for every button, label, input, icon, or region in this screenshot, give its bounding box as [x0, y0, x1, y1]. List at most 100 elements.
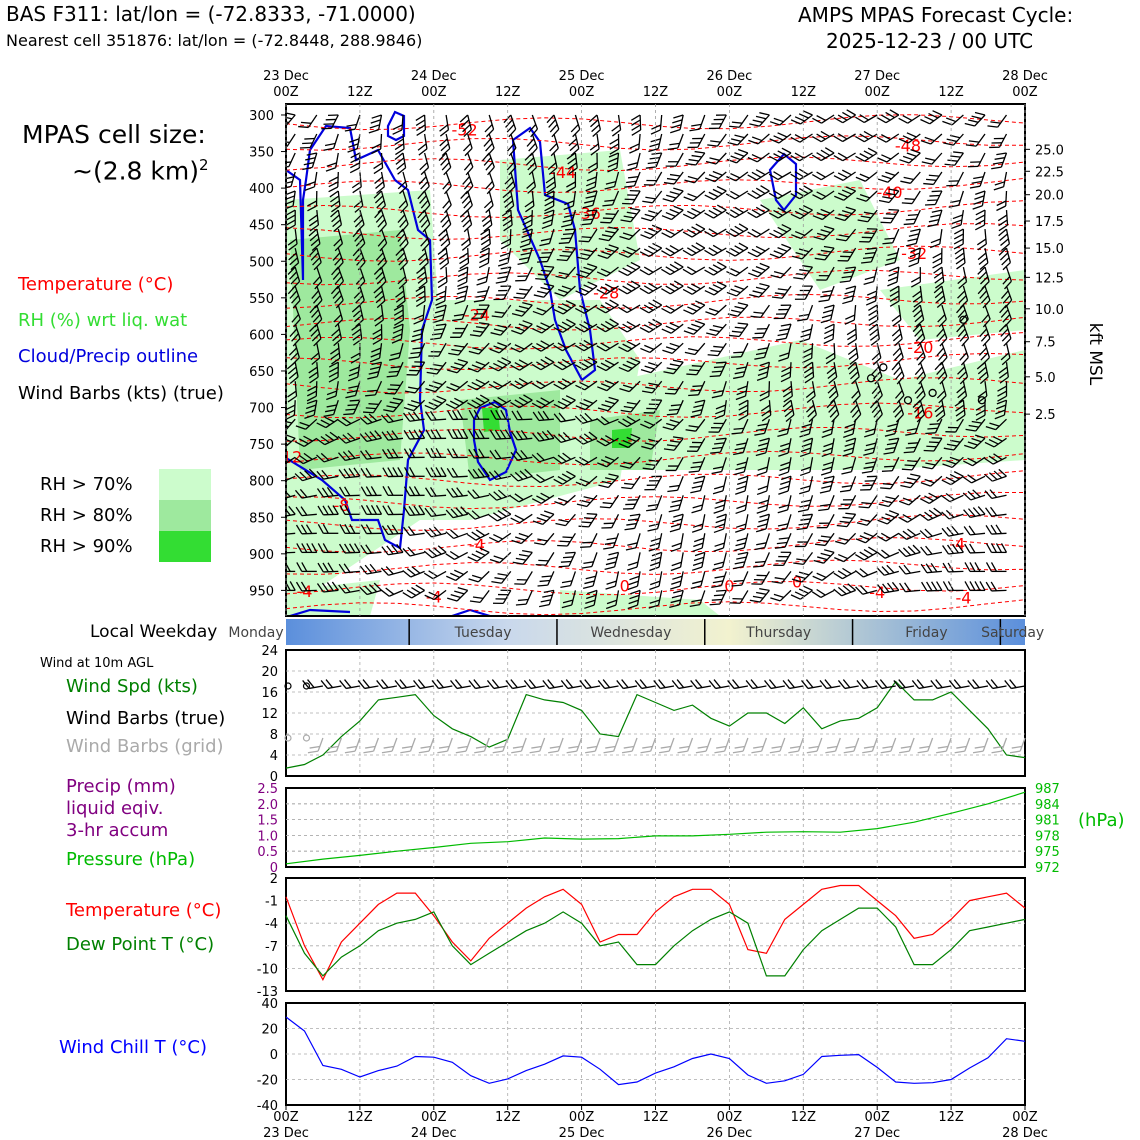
upper-barb-581-feather-0 — [337, 435, 347, 444]
upper-barb-434-feather-2 — [847, 347, 857, 355]
upper-barb-855 — [380, 587, 404, 597]
upper-barb-413 — [388, 343, 404, 361]
upper-barb-393-feather-1 — [687, 326, 698, 332]
upper-barb-630-feather-1 — [668, 465, 679, 467]
upper-barb-787-feather-0 — [381, 546, 389, 556]
barb-10m-8 — [413, 679, 434, 690]
upper-barb-545 — [295, 418, 318, 430]
upper-barb-58 — [790, 133, 813, 143]
upper-barb-36-feather-1 — [324, 142, 336, 147]
upper-barb-265-feather-1 — [862, 256, 874, 260]
upper-barb-363-feather-0 — [773, 317, 784, 320]
upper-barb-103-feather-0 — [304, 186, 315, 191]
upper-barb-138-feather-3 — [329, 190, 339, 198]
upper-barb-478-feather-1 — [326, 390, 337, 396]
upper-barb-22-feather-0 — [749, 123, 760, 127]
upper-barb-229-feather-3 — [824, 225, 835, 230]
barb-grid-33-feather-1 — [882, 745, 893, 749]
upper-barb-882 — [964, 581, 986, 592]
upper-barb-314-feather-1 — [455, 295, 466, 300]
pressure-axis-rtick-5: 987 — [1035, 782, 1060, 797]
upper-barb-717-feather-0 — [339, 504, 346, 515]
upper-barb-414-staff — [418, 342, 426, 358]
upper-barb-678-staff — [971, 475, 986, 484]
upper-barb-394-feather-1 — [709, 328, 720, 333]
upper-barb-637-feather-1 — [821, 466, 833, 471]
upper-barb-1-feather-0 — [298, 125, 309, 129]
upper-barb-686-feather-0 — [403, 486, 411, 496]
barb-grid-33 — [880, 737, 897, 754]
upper-barb-522-staff — [540, 399, 555, 409]
upper-barb-541-staff — [962, 400, 966, 416]
kft-tick-label-0: 25.0 — [1035, 143, 1064, 158]
upper-barb-879-feather-1 — [904, 582, 911, 592]
barb-grid-2-feather-0 — [307, 750, 319, 754]
upper-barb-94-feather-0 — [833, 155, 844, 162]
upper-barb-312-feather-0 — [415, 300, 426, 307]
barb-10m-9-feather-1 — [436, 679, 444, 688]
upper-barb-412-feather-2 — [371, 347, 382, 353]
upper-barb-818-staff — [323, 570, 339, 573]
upper-barb-663 — [644, 475, 663, 491]
upper-barb-163-feather-1 — [859, 194, 871, 199]
upper-barb-819-feather-1 — [343, 563, 351, 573]
barb-10m-24-feather-1 — [713, 679, 722, 688]
upper-barb-627-feather-0 — [597, 462, 608, 468]
upper-barb-484-feather-0 — [446, 386, 457, 392]
upper-barb-109-staff — [445, 171, 452, 187]
upper-barb-674-feather-0 — [880, 487, 891, 490]
upper-barb-502 — [851, 380, 861, 404]
upper-barb-361-feather-3 — [737, 302, 749, 306]
upper-barb-710-feather-1 — [924, 495, 934, 502]
upper-barb-654 — [446, 467, 468, 478]
upper-barb-294-feather-0 — [748, 272, 759, 278]
upper-barb-383-feather-1 — [472, 330, 484, 333]
upper-barb-770-feather-1 — [756, 542, 767, 546]
upper-barb-63-feather-1 — [902, 135, 913, 141]
upper-barb-50-feather-0 — [629, 148, 640, 154]
upper-barb-679-feather-3 — [998, 468, 1007, 477]
upper-barb-365-staff — [830, 304, 835, 320]
upper-barb-775 — [855, 531, 878, 544]
upper-barb-624-feather-0 — [531, 454, 541, 463]
upper-barb-451-feather-0 — [467, 367, 478, 373]
upper-barb-129-staff — [864, 171, 878, 182]
upper-barb-818-feather-0 — [317, 562, 324, 573]
upper-barb-88 — [705, 152, 727, 165]
upper-barb-460 — [663, 359, 684, 375]
upper-barb-617 — [382, 448, 404, 459]
upper-barb-409-feather-0 — [311, 357, 321, 366]
upper-barb-393 — [683, 320, 706, 335]
pressure-label: Pressure (hPa) — [66, 849, 196, 870]
upper-barb-429 — [731, 342, 749, 358]
upper-barb-529-feather-0 — [690, 413, 701, 418]
upper-barb-663-feather-3 — [651, 475, 662, 478]
upper-barb-608 — [923, 437, 943, 452]
upper-barb-298 — [839, 266, 857, 283]
upper-barb-683-staff — [344, 494, 360, 497]
upper-barb-245-feather-1 — [439, 257, 449, 265]
upper-barb-499-feather-2 — [782, 385, 792, 393]
upper-barb-531-feather-2 — [738, 404, 749, 411]
upper-barb-511-feather-0 — [304, 414, 315, 419]
upper-barb-53-feather-0 — [687, 146, 698, 149]
upper-barb-37-feather-0 — [347, 148, 358, 153]
upper-barb-456 — [574, 356, 598, 371]
upper-barb-794-feather-0 — [535, 563, 546, 566]
upper-barb-750-feather-1 — [322, 523, 329, 534]
upper-barb-67 — [989, 133, 1008, 149]
upper-barb-693 — [554, 494, 576, 506]
upper-barb-622-feather-0 — [489, 450, 497, 460]
barb-grid-40-staff — [1019, 737, 1026, 752]
upper-barb-575-feather-0 — [945, 431, 956, 433]
upper-barb-470-staff — [898, 361, 905, 377]
upper-barb-182-feather-3 — [544, 209, 555, 215]
upper-barb-543-feather-2 — [995, 404, 1007, 410]
upper-barb-206-feather-1 — [333, 238, 342, 247]
upper-barb-431-feather-1 — [779, 352, 790, 357]
upper-barb-746-feather-2 — [972, 507, 981, 516]
upper-barb-43 — [483, 133, 495, 157]
upper-barb-617-staff — [387, 456, 404, 459]
temperature-panel-tick-2: -7 — [265, 940, 278, 955]
upper-barb-208 — [377, 228, 388, 252]
